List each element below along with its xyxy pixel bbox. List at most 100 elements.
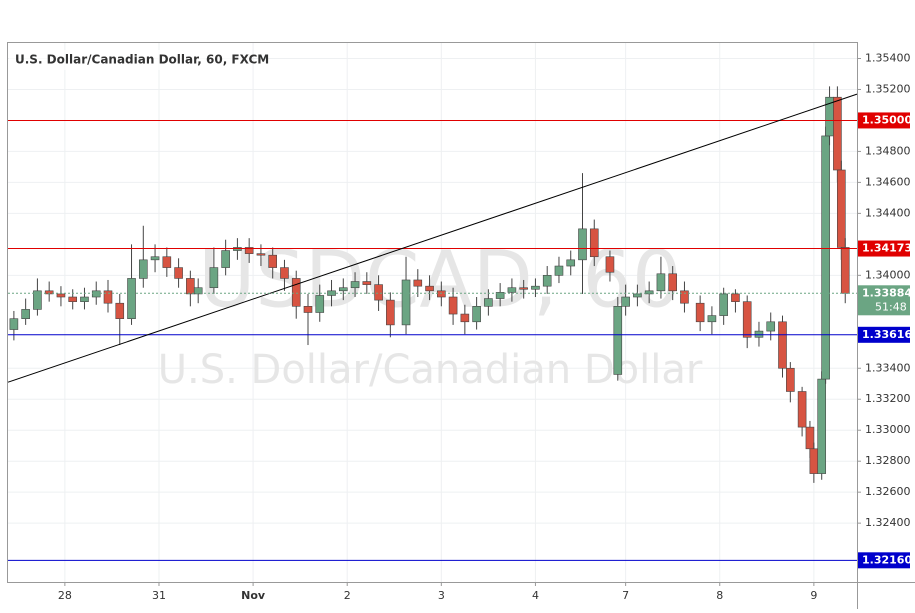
- candle-body: [754, 330, 764, 338]
- x-tick-label: 7: [622, 589, 629, 602]
- candle-body: [256, 253, 266, 256]
- candle-body: [495, 292, 505, 299]
- candle-body: [437, 290, 446, 298]
- candle-body: [327, 290, 336, 296]
- candle-body: [244, 247, 254, 254]
- level-label: 1.34173: [862, 242, 912, 255]
- candle-body: [127, 278, 136, 319]
- last-price-timer: 51:48: [875, 300, 907, 313]
- candle-body: [174, 267, 183, 279]
- last-price-label: 1.33884: [862, 286, 912, 299]
- candle-body: [833, 96, 842, 171]
- candle-body: [766, 321, 776, 332]
- x-tick-label: 8: [716, 589, 723, 602]
- candle-body: [9, 318, 19, 330]
- candle-body: [350, 281, 360, 289]
- candle-body: [68, 296, 78, 302]
- candle-body: [186, 278, 195, 295]
- candle-body: [280, 267, 289, 279]
- candle-body: [821, 135, 830, 380]
- y-tick-label: 1.34600: [865, 175, 911, 188]
- grid: [8, 43, 857, 582]
- level-label-bg: [858, 326, 910, 343]
- y-tick-label: 1.33000: [865, 423, 911, 436]
- candle-body: [268, 254, 277, 268]
- y-tick-label: 1.32800: [865, 454, 911, 467]
- candle-body: [91, 290, 101, 298]
- candle-body: [680, 290, 689, 304]
- candle-body: [644, 290, 654, 295]
- chart-title: U.S. Dollar/Canadian Dollar, 60, FXCM: [15, 53, 269, 67]
- candle-body: [193, 287, 203, 295]
- candle-body: [797, 391, 807, 428]
- last-price-bg: [858, 285, 910, 316]
- candle-body: [554, 265, 564, 276]
- level-label-bg: [858, 240, 910, 257]
- level-label: 1.32160: [862, 553, 912, 566]
- candle-body: [621, 296, 630, 307]
- candle-body: [472, 306, 481, 323]
- candle-body: [633, 293, 642, 298]
- candle-body: [291, 278, 301, 307]
- y-tick-label: 1.34800: [865, 144, 911, 157]
- overlay: [7, 93, 858, 561]
- x-tick-label: Nov: [241, 589, 266, 602]
- candle-body: [840, 247, 850, 294]
- candle-body: [668, 273, 677, 292]
- candle-body: [578, 228, 587, 261]
- candle-body: [221, 250, 230, 268]
- candle-body: [566, 259, 576, 267]
- candle-body: [707, 315, 717, 323]
- candle-body: [484, 298, 493, 307]
- candle-body: [374, 284, 383, 301]
- candle-body: [448, 296, 458, 315]
- candle-body: [613, 306, 623, 375]
- candle-body: [33, 290, 42, 310]
- candle-body: [138, 259, 148, 279]
- candle-body: [401, 279, 411, 326]
- candle-body: [386, 299, 395, 326]
- title-bg: [9, 50, 249, 70]
- candle-body: [425, 285, 434, 292]
- y-tick-label: 1.32400: [865, 516, 911, 529]
- x-tick-label: 9: [810, 589, 817, 602]
- y-tick-label: 1.34400: [865, 206, 911, 219]
- candle-body: [778, 321, 787, 369]
- candle-body: [460, 313, 470, 323]
- candle-body: [362, 281, 372, 285]
- y-tick-label: 1.35200: [865, 82, 911, 95]
- candle-body: [338, 287, 348, 292]
- x-tick-label: 28: [58, 589, 72, 602]
- level-label-bg: [858, 112, 910, 129]
- candle-body: [837, 169, 846, 248]
- candle-body: [805, 426, 815, 450]
- candle-body: [413, 279, 423, 287]
- marks: [9, 86, 850, 483]
- candle-body: [605, 256, 615, 273]
- candle-body: [103, 290, 113, 304]
- candle-body: [162, 256, 172, 268]
- candle-body: [519, 287, 528, 290]
- candle-body: [209, 267, 219, 289]
- x-tick-label: 31: [152, 589, 166, 602]
- level-label: 1.33616: [862, 328, 912, 341]
- candle-body: [656, 273, 666, 292]
- candle-body: [80, 296, 89, 302]
- candle-body: [786, 367, 795, 392]
- y-tick-label: 1.34000: [865, 268, 911, 281]
- candle-body: [695, 302, 705, 323]
- level-label: 1.35000: [862, 113, 912, 126]
- candle-body: [115, 302, 125, 319]
- candle-body: [44, 290, 54, 295]
- candle-body: [21, 309, 30, 319]
- trend-line: [7, 93, 858, 383]
- x-tick-label: 3: [438, 589, 445, 602]
- y-tick-label: 1.33400: [865, 361, 911, 374]
- candle-body: [719, 293, 728, 316]
- candle-body: [817, 378, 827, 474]
- y-tick-label: 1.33200: [865, 392, 911, 405]
- candle-body: [303, 306, 313, 313]
- x-tick-label: 2: [344, 589, 351, 602]
